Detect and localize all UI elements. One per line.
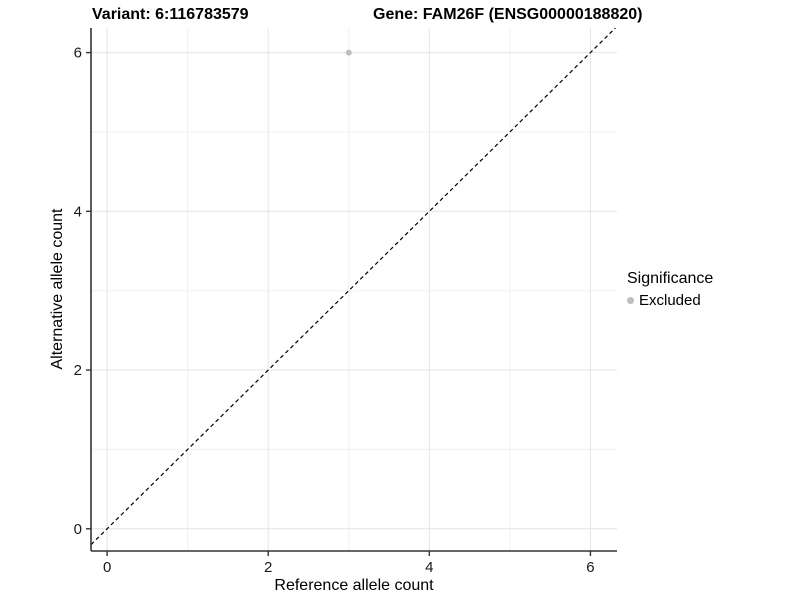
legend-title: Significance <box>627 270 714 287</box>
x-tick-label: 0 <box>103 559 111 576</box>
y-tick-label: 0 <box>74 521 82 538</box>
legend-entry-excluded: Excluded <box>627 292 713 309</box>
identity-dashed-line <box>90 27 616 546</box>
y-axis-title: Alternative allele count <box>49 208 66 370</box>
data-point-excluded <box>345 49 352 56</box>
x-tick-label: 6 <box>586 559 594 576</box>
y-tick-label: 4 <box>74 203 82 220</box>
legend: Significance Excluded <box>627 270 713 309</box>
y-tick-label: 2 <box>74 362 82 379</box>
x-tick-label: 2 <box>264 559 272 576</box>
y-tick-label: 6 <box>74 45 82 62</box>
x-axis-title: Reference allele count <box>274 577 434 594</box>
variant-title: Variant: 6:116783579 <box>92 6 249 23</box>
legend-entry-label: Excluded <box>639 292 701 309</box>
gene-title: Gene: FAM26F (ENSG00000188820) <box>373 6 643 23</box>
excluded-point-swatch-icon <box>627 297 634 304</box>
x-tick-label: 4 <box>425 559 433 576</box>
